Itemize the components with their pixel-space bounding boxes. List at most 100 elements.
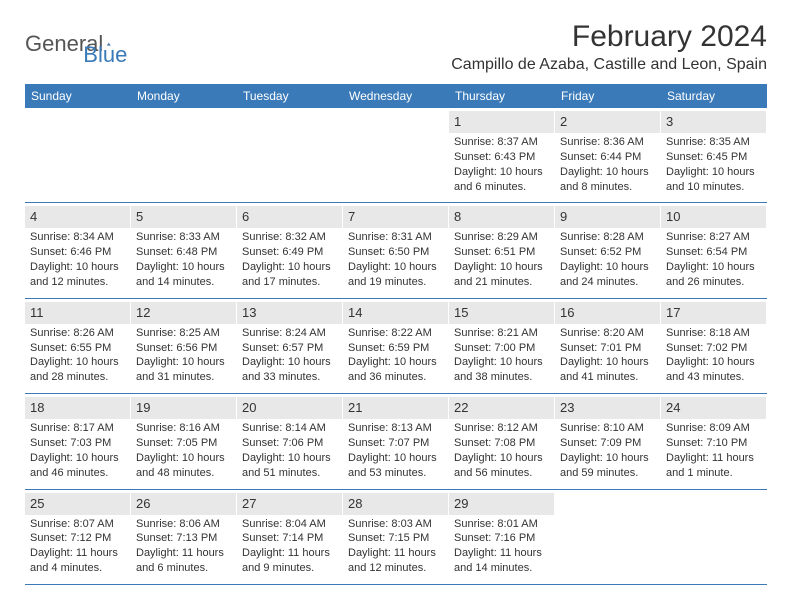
day-cell: 11 Sunrise: 8:26 AMSunset: 6:55 PMDayligh…	[25, 299, 131, 393]
day-header: Tuesday	[237, 84, 343, 108]
day-cell: 22Sunrise: 8:12 AMSunset: 7:08 PMDayligh…	[449, 394, 555, 488]
day-number: 15	[454, 305, 468, 320]
day-cell: 10Sunrise: 8:27 AMSunset: 6:54 PMDayligh…	[661, 203, 767, 297]
day-number: 21	[348, 400, 362, 415]
day-info: Sunrise: 8:36 AMSunset: 6:44 PMDaylight:…	[560, 135, 655, 194]
day-number-row: 25	[25, 493, 130, 515]
day-number: 23	[560, 400, 574, 415]
day-cell: 20 Sunrise: 8:14 AMSunset: 7:06 PMDayligh…	[237, 394, 343, 488]
day-number: 3	[666, 114, 673, 129]
day-info: Sunrise: 8:18 AMSunset: 7:02 PMDaylight:…	[666, 326, 761, 385]
day-info: Sunrise: 8:26 AMSunset: 6:55 PMDaylight:…	[30, 326, 125, 385]
day-number: 5	[136, 209, 143, 224]
day-cell: 2Sunrise: 8:36 AMSunset: 6:44 PMDaylight…	[555, 108, 661, 202]
day-number-row: 6	[237, 206, 342, 228]
day-cell: 19Sunrise: 8:16 AMSunset: 7:05 PMDayligh…	[131, 394, 237, 488]
day-number: 14	[348, 305, 362, 320]
page-header: General Blue February 2024 Campillo de A…	[25, 20, 767, 74]
day-cell: 18 Sunrise: 8:17 AMSunset: 7:03 PMDayligh…	[25, 394, 131, 488]
day-number: 1	[454, 114, 461, 129]
day-cell: 23 Sunrise: 8:10 AMSunset: 7:09 PMDayligh…	[555, 394, 661, 488]
day-number: 28	[348, 496, 362, 511]
day-number-row: 13	[237, 302, 342, 324]
day-number-row: 3	[661, 111, 766, 133]
day-cell: 25 Sunrise: 8:07 AMSunset: 7:12 PMDayligh…	[25, 490, 131, 584]
day-cell	[343, 108, 449, 202]
day-number-row: 16	[555, 302, 660, 324]
day-header: Monday	[131, 84, 237, 108]
day-number-row: 26	[131, 493, 236, 515]
day-number: 22	[454, 400, 468, 415]
day-number-row: 5	[131, 206, 236, 228]
day-number: 13	[242, 305, 256, 320]
day-number-row: 4	[25, 206, 130, 228]
day-header: Saturday	[661, 84, 767, 108]
day-info: Sunrise: 8:28 AMSunset: 6:52 PMDaylight:…	[560, 230, 655, 289]
day-number: 20	[242, 400, 256, 415]
day-info: Sunrise: 8:33 AMSunset: 6:48 PMDaylight:…	[136, 230, 231, 289]
day-cell: 15Sunrise: 8:21 AMSunset: 7:00 PMDayligh…	[449, 299, 555, 393]
location: Campillo de Azaba, Castille and Leon, Sp…	[451, 56, 767, 74]
day-info: Sunrise: 8:09 AMSunset: 7:10 PMDaylight:…	[666, 421, 761, 480]
day-cell: 5 Sunrise: 8:33 AMSunset: 6:48 PMDaylight…	[131, 203, 237, 297]
day-number: 7	[348, 209, 355, 224]
day-cell: 14 Sunrise: 8:22 AMSunset: 6:59 PMDayligh…	[343, 299, 449, 393]
day-info: Sunrise: 8:35 AMSunset: 6:45 PMDaylight:…	[666, 135, 761, 194]
day-cell: 26Sunrise: 8:06 AMSunset: 7:13 PMDayligh…	[131, 490, 237, 584]
day-number-row: 23	[555, 397, 660, 419]
day-number-row: 20	[237, 397, 342, 419]
day-number-row: 1	[449, 111, 554, 133]
day-number: 16	[560, 305, 574, 320]
day-info: Sunrise: 8:34 AMSunset: 6:46 PMDaylight:…	[30, 230, 125, 289]
day-header: Sunday	[25, 84, 131, 108]
calendar-grid: 1 Sunrise: 8:37 AMSunset: 6:43 PMDaylight…	[25, 108, 767, 585]
day-cell: 8Sunrise: 8:29 AMSunset: 6:51 PMDaylight…	[449, 203, 555, 297]
day-number-row: 24	[661, 397, 766, 419]
day-number-row: 14	[343, 302, 448, 324]
day-info: Sunrise: 8:32 AMSunset: 6:49 PMDaylight:…	[242, 230, 337, 289]
day-number-row: 29	[449, 493, 554, 515]
day-info: Sunrise: 8:22 AMSunset: 6:59 PMDaylight:…	[348, 326, 443, 385]
day-cell: 27Sunrise: 8:04 AMSunset: 7:14 PMDayligh…	[237, 490, 343, 584]
week-row: 11 Sunrise: 8:26 AMSunset: 6:55 PMDayligh…	[25, 299, 767, 394]
day-number: 9	[560, 209, 567, 224]
day-number: 11	[30, 305, 44, 320]
day-number-row: 11	[25, 302, 130, 324]
day-header: Friday	[555, 84, 661, 108]
day-cell: 13 Sunrise: 8:24 AMSunset: 6:57 PMDayligh…	[237, 299, 343, 393]
week-row: 25 Sunrise: 8:07 AMSunset: 7:12 PMDayligh…	[25, 490, 767, 585]
day-info: Sunrise: 8:10 AMSunset: 7:09 PMDaylight:…	[560, 421, 655, 480]
day-number: 29	[454, 496, 468, 511]
day-info: Sunrise: 8:16 AMSunset: 7:05 PMDaylight:…	[136, 421, 231, 480]
day-info: Sunrise: 8:13 AMSunset: 7:07 PMDaylight:…	[348, 421, 443, 480]
day-info: Sunrise: 8:31 AMSunset: 6:50 PMDaylight:…	[348, 230, 443, 289]
week-row: 18 Sunrise: 8:17 AMSunset: 7:03 PMDayligh…	[25, 394, 767, 489]
day-info: Sunrise: 8:17 AMSunset: 7:03 PMDaylight:…	[30, 421, 125, 480]
day-info: Sunrise: 8:20 AMSunset: 7:01 PMDaylight:…	[560, 326, 655, 385]
day-number-row: 9	[555, 206, 660, 228]
day-header: Wednesday	[343, 84, 449, 108]
day-cell: 24Sunrise: 8:09 AMSunset: 7:10 PMDayligh…	[661, 394, 767, 488]
day-info: Sunrise: 8:24 AMSunset: 6:57 PMDaylight:…	[242, 326, 337, 385]
day-number-row: 18	[25, 397, 130, 419]
day-cell: 3 Sunrise: 8:35 AMSunset: 6:45 PMDaylight…	[661, 108, 767, 202]
day-cell: 4Sunrise: 8:34 AMSunset: 6:46 PMDaylight…	[25, 203, 131, 297]
day-cell: 7 Sunrise: 8:31 AMSunset: 6:50 PMDaylight…	[343, 203, 449, 297]
day-number: 25	[30, 496, 44, 511]
day-info: Sunrise: 8:27 AMSunset: 6:54 PMDaylight:…	[666, 230, 761, 289]
day-number: 6	[242, 209, 249, 224]
day-info: Sunrise: 8:07 AMSunset: 7:12 PMDaylight:…	[30, 517, 125, 576]
day-number: 18	[30, 400, 44, 415]
day-cell	[555, 490, 661, 584]
day-number-row: 10	[661, 206, 766, 228]
day-cell: 16 Sunrise: 8:20 AMSunset: 7:01 PMDayligh…	[555, 299, 661, 393]
day-number-row: 17	[661, 302, 766, 324]
day-number: 17	[666, 305, 680, 320]
day-info: Sunrise: 8:14 AMSunset: 7:06 PMDaylight:…	[242, 421, 337, 480]
day-number: 8	[454, 209, 461, 224]
day-info: Sunrise: 8:37 AMSunset: 6:43 PMDaylight:…	[454, 135, 549, 194]
day-cell: 21 Sunrise: 8:13 AMSunset: 7:07 PMDayligh…	[343, 394, 449, 488]
day-cell: 28Sunrise: 8:03 AMSunset: 7:15 PMDayligh…	[343, 490, 449, 584]
week-row: 4Sunrise: 8:34 AMSunset: 6:46 PMDaylight…	[25, 203, 767, 298]
day-cell	[131, 108, 237, 202]
